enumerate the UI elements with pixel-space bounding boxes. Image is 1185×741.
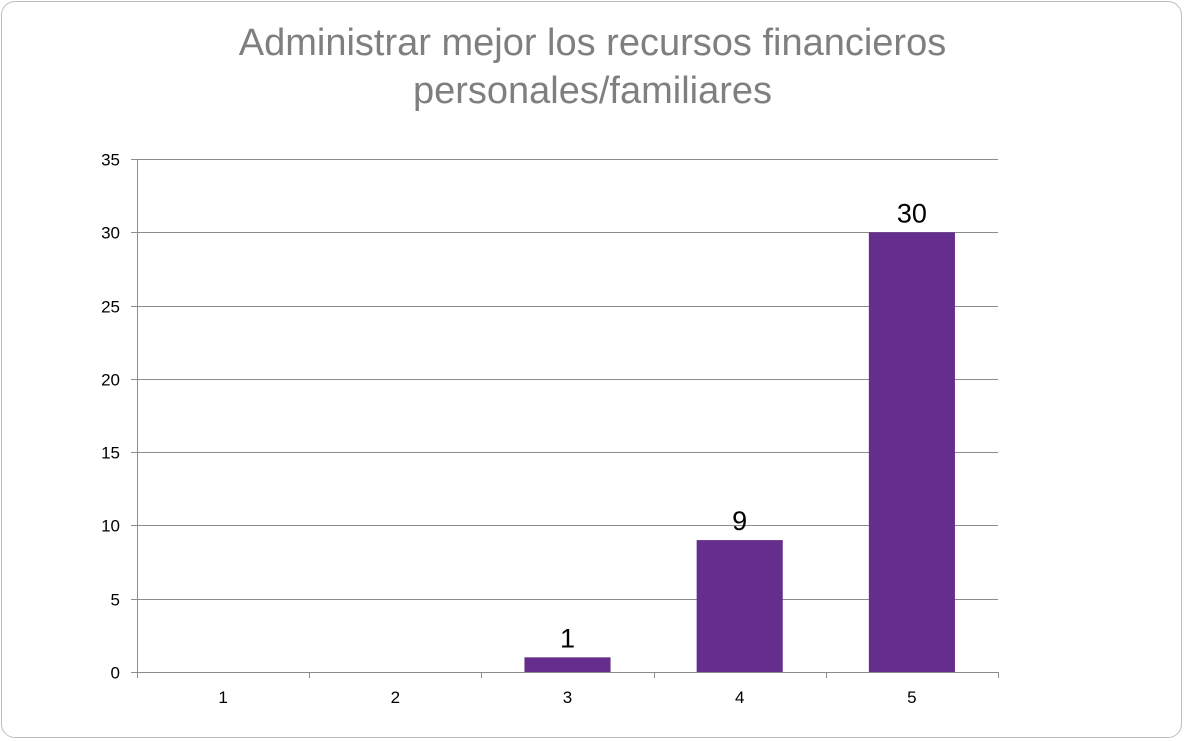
- x-tick-label: 5: [907, 688, 916, 707]
- data-label-3: 1: [560, 623, 575, 653]
- data-label-5: 30: [897, 198, 927, 228]
- y-tick-label: 20: [101, 371, 120, 390]
- bar-4: [696, 540, 783, 672]
- y-tick-label: 30: [101, 224, 120, 243]
- y-tick-label: 10: [101, 517, 120, 536]
- bar-5: [868, 232, 955, 673]
- x-tick-label: 2: [391, 688, 400, 707]
- y-tick-label: 25: [101, 298, 120, 317]
- chart-title-line-1: Administrar mejor los recursos financier…: [238, 22, 947, 64]
- y-tick-label: 15: [101, 444, 120, 463]
- x-tick-label: 3: [563, 688, 572, 707]
- bar-3: [524, 657, 611, 672]
- x-tick-label: 1: [218, 688, 227, 707]
- y-tick-label: 0: [111, 664, 120, 683]
- y-tick-label: 5: [111, 591, 120, 610]
- data-label-4: 9: [732, 506, 747, 536]
- y-tick-label: 35: [101, 151, 120, 170]
- x-tick-label: 4: [735, 688, 744, 707]
- chart-title-line-2: personales/familiares: [412, 70, 773, 112]
